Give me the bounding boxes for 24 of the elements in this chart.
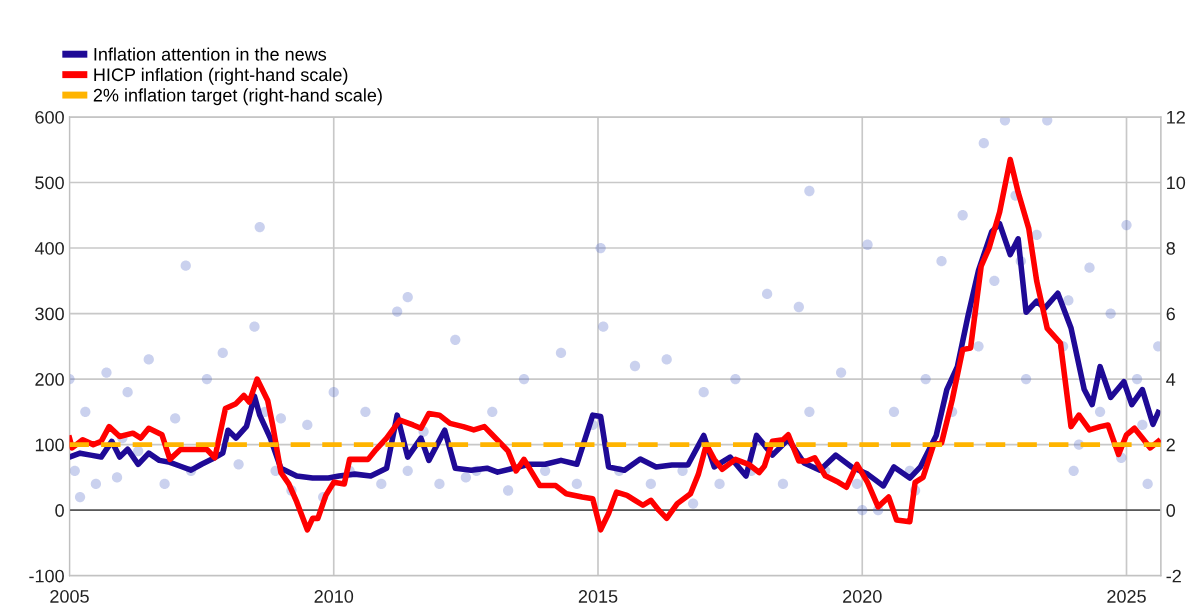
x-tick-label: 2020	[843, 590, 882, 603]
y2-tick-label: 6	[1166, 307, 1175, 321]
y-tick-label: 600	[35, 110, 64, 124]
y2-tick-label: 12	[1167, 110, 1185, 124]
y-tick-label: -100	[29, 569, 64, 583]
y2-tick-label: 4	[1166, 373, 1176, 386]
y-tick-label: 300	[35, 307, 64, 321]
y-tick-label: 500	[35, 176, 64, 190]
legend-label: Inflation attention in the news	[94, 47, 327, 61]
x-tick-label: 2025	[1107, 590, 1146, 603]
y-tick-label: 200	[35, 373, 64, 386]
y-tick-label: 400	[34, 241, 64, 255]
y2-tick-label: 2	[1166, 438, 1175, 452]
x-tick-label: 2005	[50, 590, 89, 603]
y-tick-label: 0	[55, 504, 64, 517]
y2-tick-label: 10	[1167, 176, 1186, 190]
y2-tick-label: 0	[1166, 504, 1176, 517]
x-tick-label: 2015	[578, 590, 618, 603]
legend-label: HICP inflation (right-hand scale)	[94, 67, 348, 85]
y2-tick-label: 8	[1166, 241, 1175, 255]
legend-label: 2% inflation target (right-hand scale)	[93, 88, 382, 106]
y-tick-label: 100	[35, 438, 64, 452]
x-tick-label: 2010	[314, 590, 354, 603]
y2-tick-label: -2	[1166, 569, 1181, 583]
